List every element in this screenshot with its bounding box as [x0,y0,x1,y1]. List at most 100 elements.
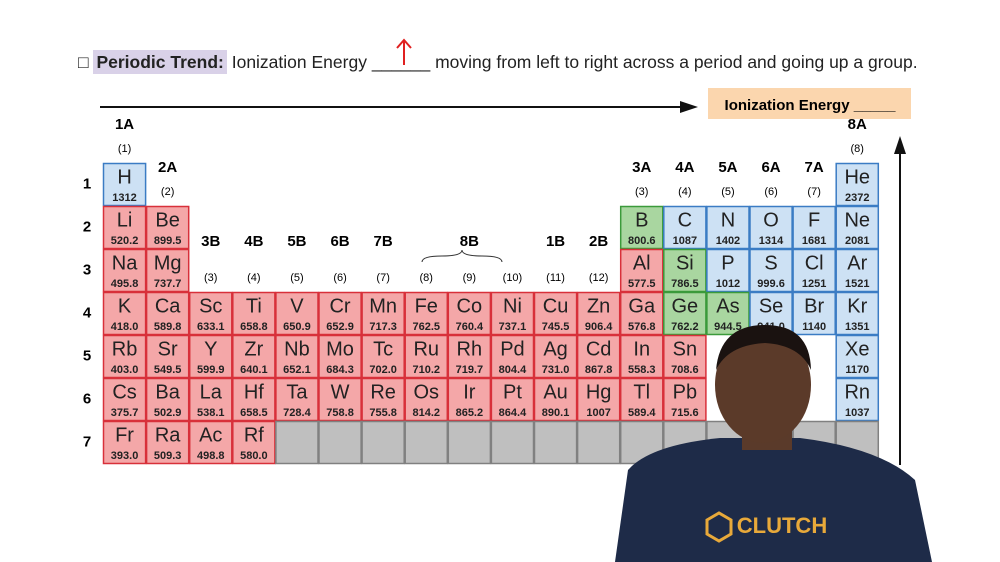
period-label: 6 [83,390,91,407]
element-symbol: Mg [154,252,182,274]
group-label: 4A [675,159,694,176]
element-cell [663,248,707,293]
element-value: 658.5 [240,407,268,419]
element-symbol: Cr [329,295,350,317]
trend-box-text: Ionization Energy _____ [725,97,897,114]
element-cell [275,291,319,336]
element-cell [706,248,750,293]
element-value: 762.5 [412,321,440,333]
element-value: 1087 [673,235,697,247]
element-cell [318,334,362,379]
element-symbol: Ga [628,295,656,317]
hair [716,325,811,370]
element-symbol: Ca [155,295,181,317]
group-number: (7) [376,272,389,284]
element-value: 715.6 [671,407,699,419]
rest: moving from left to right across a perio… [435,52,918,72]
element-value: 745.5 [542,321,570,333]
group-number: (4) [678,186,691,198]
element-cell [404,377,449,422]
element-cell [447,291,492,336]
element-value: 599.9 [197,364,225,376]
element-cell [145,205,190,250]
group-label: 4B [244,233,263,250]
element-value: 762.2 [671,321,699,333]
element-symbol: Si [676,252,694,274]
element-cell [619,205,664,250]
shirt [615,438,932,562]
element-cell [663,291,707,336]
element-symbol: Ac [199,424,222,446]
element-cell [663,334,707,379]
element-cell [490,291,535,336]
element-value: 502.9 [154,407,182,419]
element-cell [102,377,147,422]
element-symbol: He [844,166,870,188]
element-symbol: Kr [847,295,867,317]
element-cell [318,420,362,465]
blank-wrap: ______ [372,38,430,77]
element-symbol: La [200,381,223,403]
element-symbol: Ra [155,424,181,446]
element-cell [792,248,836,293]
element-value: 640.1 [240,364,268,376]
group-number: (6) [764,186,777,198]
element-value: 2081 [845,235,869,247]
element-cell [619,291,664,336]
element-symbol: Sn [673,338,697,360]
element-symbol: Cs [112,381,136,403]
element-cell [490,420,535,465]
element-value: 999.6 [757,278,785,290]
element-cell [663,205,707,250]
element-value: 1402 [716,235,740,247]
element-cell [619,334,664,379]
red-arrow [396,38,412,65]
element-symbol: Ne [844,209,870,231]
label: Periodic Trend: [93,50,227,74]
element-cell [835,248,880,293]
group-label: 7A [805,159,824,176]
element-value: 717.3 [369,321,397,333]
element-value: 375.7 [111,407,139,419]
element-value: 814.2 [412,407,440,419]
element-symbol: Xe [845,338,869,360]
element-symbol: F [808,209,820,231]
group-label: 8A [848,116,867,133]
element-cell [318,291,362,336]
element-symbol: Ba [155,381,180,403]
element-symbol: Zn [587,295,610,317]
element-value: 498.8 [197,450,225,462]
element-symbol: Br [804,295,824,317]
arrow-head [680,101,698,113]
element-symbol: Cd [586,338,612,360]
element-symbol: K [118,295,132,317]
element-value: 520.2 [111,235,139,247]
element-symbol: Ti [246,295,262,317]
element-cell [275,420,319,465]
element-symbol: Ta [286,381,308,403]
element-cell [576,334,621,379]
logo [705,511,733,543]
element-symbol: Re [370,381,396,403]
element-cell [188,291,233,336]
element-symbol: N [721,209,735,231]
element-cell [145,377,190,422]
element-symbol: Na [112,252,138,274]
element-value: 1251 [802,278,826,290]
element-value: 509.3 [154,450,182,462]
element-symbol: Co [457,295,483,317]
element-value: 549.5 [154,364,182,376]
element-value: 944.5 [714,321,742,333]
element-cell [102,420,147,465]
element-cell [619,377,664,422]
group-label: 8B [460,233,479,250]
element-symbol: Ru [413,338,439,360]
element-symbol: C [678,209,692,231]
element-cell [102,334,147,379]
element-cell [361,334,405,379]
element-value: 1007 [586,407,610,419]
element-symbol: Pb [673,381,697,403]
group-label: 3A [632,159,651,176]
element-cell [145,291,190,336]
element-symbol: Fr [115,424,134,446]
